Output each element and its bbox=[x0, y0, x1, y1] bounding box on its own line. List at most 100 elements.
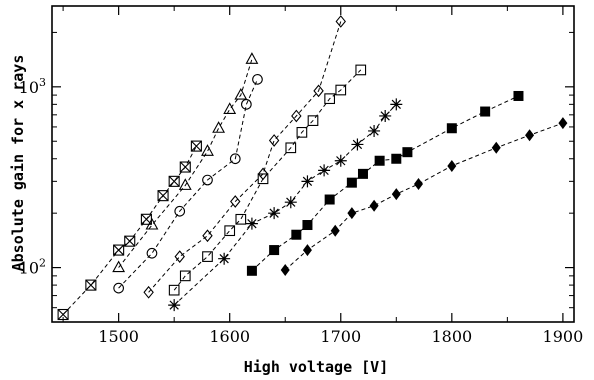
open-diamond-marker bbox=[143, 285, 154, 299]
series-2 bbox=[112, 52, 259, 273]
axis-ticks: 1500 1600 1700 1800 1900 102 103 bbox=[19, 6, 584, 346]
circle-marker bbox=[146, 247, 158, 259]
x-tick-label: 1800 bbox=[431, 327, 472, 346]
asterisk-marker bbox=[284, 196, 297, 209]
asterisk-marker bbox=[301, 175, 314, 188]
circle-marker bbox=[229, 153, 241, 165]
x-tick-label: 1500 bbox=[98, 327, 139, 346]
series-line bbox=[118, 59, 253, 268]
asterisk-marker bbox=[318, 164, 331, 177]
boxed-x-cross bbox=[57, 309, 69, 320]
triangle-marker bbox=[223, 102, 237, 114]
series-line bbox=[118, 79, 258, 289]
open-square-marker bbox=[285, 142, 297, 154]
series-7 bbox=[246, 90, 524, 276]
filled-square-marker bbox=[446, 123, 457, 134]
filled-diamond-marker bbox=[280, 263, 290, 276]
filled-diamond-marker bbox=[302, 244, 312, 257]
plot-marks bbox=[57, 15, 568, 321]
series-line bbox=[173, 69, 362, 291]
open-square-marker bbox=[179, 270, 191, 282]
open-diamond-marker bbox=[174, 250, 185, 263]
series-3 bbox=[113, 73, 263, 294]
filled-diamond-marker bbox=[491, 141, 501, 154]
circle-marker bbox=[252, 73, 263, 85]
x-tick-label: 1700 bbox=[320, 327, 361, 346]
open-square-marker bbox=[335, 84, 347, 96]
triangle-marker bbox=[145, 217, 159, 230]
boxed-x-marker bbox=[113, 244, 125, 256]
boxed-x-cross bbox=[85, 279, 97, 291]
series-4 bbox=[143, 15, 346, 299]
asterisk-marker bbox=[351, 138, 364, 151]
x-tick-label: 1900 bbox=[543, 327, 584, 346]
asterisk-marker bbox=[334, 154, 347, 167]
triangle-marker bbox=[112, 260, 126, 273]
open-square-marker bbox=[168, 284, 180, 296]
boxed-x-cross bbox=[179, 161, 191, 173]
open-diamond-marker bbox=[335, 15, 346, 28]
open-diamond-marker bbox=[268, 134, 280, 147]
circle-marker bbox=[202, 174, 213, 186]
filled-square-marker bbox=[269, 245, 280, 256]
open-square-marker bbox=[224, 225, 236, 237]
open-square-marker bbox=[324, 93, 336, 105]
open-diamond-marker bbox=[313, 84, 324, 98]
boxed-x-marker bbox=[157, 190, 169, 202]
asterisk-marker bbox=[168, 299, 181, 312]
open-square-marker bbox=[296, 126, 308, 138]
asterisk-marker bbox=[245, 217, 258, 230]
filled-diamond-marker bbox=[447, 159, 457, 172]
x-tick-label: 1600 bbox=[209, 327, 250, 346]
boxed-x-cross bbox=[124, 235, 136, 247]
boxed-x-cross bbox=[157, 190, 169, 202]
asterisk-marker bbox=[390, 98, 403, 111]
boxed-x-cross bbox=[113, 244, 125, 256]
boxed-x-cross bbox=[168, 175, 180, 187]
open-square-marker bbox=[257, 173, 269, 185]
series-1 bbox=[57, 140, 202, 321]
boxed-x-marker bbox=[190, 140, 202, 152]
series-line bbox=[173, 103, 397, 306]
filled-square-marker bbox=[513, 90, 524, 101]
filled-square-marker bbox=[246, 265, 257, 276]
filled-square-marker bbox=[402, 147, 413, 158]
boxed-x-marker bbox=[168, 175, 180, 187]
series-line bbox=[251, 95, 519, 272]
filled-square-marker bbox=[346, 177, 357, 188]
open-diamond-marker bbox=[291, 109, 302, 123]
filled-square-marker bbox=[357, 168, 368, 179]
filled-square-marker bbox=[391, 153, 402, 164]
triangle-marker bbox=[201, 144, 214, 156]
open-diamond-marker bbox=[202, 229, 213, 243]
filled-diamond-marker bbox=[347, 207, 357, 220]
plot-frame bbox=[51, 5, 575, 323]
asterisk-marker bbox=[379, 109, 392, 122]
filled-diamond-marker bbox=[330, 224, 340, 237]
open-square-marker bbox=[355, 64, 367, 76]
circle-marker bbox=[113, 282, 124, 294]
open-square-marker bbox=[202, 251, 213, 262]
series-6 bbox=[168, 98, 403, 312]
filled-square-marker bbox=[480, 106, 491, 117]
y-tick-label: 103 bbox=[19, 76, 46, 97]
triangle-marker bbox=[212, 121, 226, 133]
x-axis-label: High voltage [V] bbox=[244, 358, 389, 376]
boxed-x-cross bbox=[190, 140, 202, 152]
circle-marker bbox=[241, 98, 252, 110]
y-tick-label: 102 bbox=[19, 257, 46, 278]
asterisk-marker bbox=[218, 252, 231, 265]
filled-square-marker bbox=[374, 155, 385, 166]
y-axis-label: Absolute gain for x rays bbox=[9, 55, 27, 272]
triangle-marker bbox=[245, 52, 259, 64]
filled-square-marker bbox=[291, 229, 302, 240]
series-line bbox=[62, 145, 197, 315]
series-8 bbox=[280, 117, 568, 276]
filled-square-marker bbox=[324, 194, 335, 205]
asterisk-marker bbox=[268, 207, 281, 220]
filled-diamond-marker bbox=[414, 178, 424, 191]
triangle-marker bbox=[234, 87, 248, 100]
filled-diamond-marker bbox=[391, 188, 401, 201]
open-diamond-marker bbox=[230, 195, 241, 208]
